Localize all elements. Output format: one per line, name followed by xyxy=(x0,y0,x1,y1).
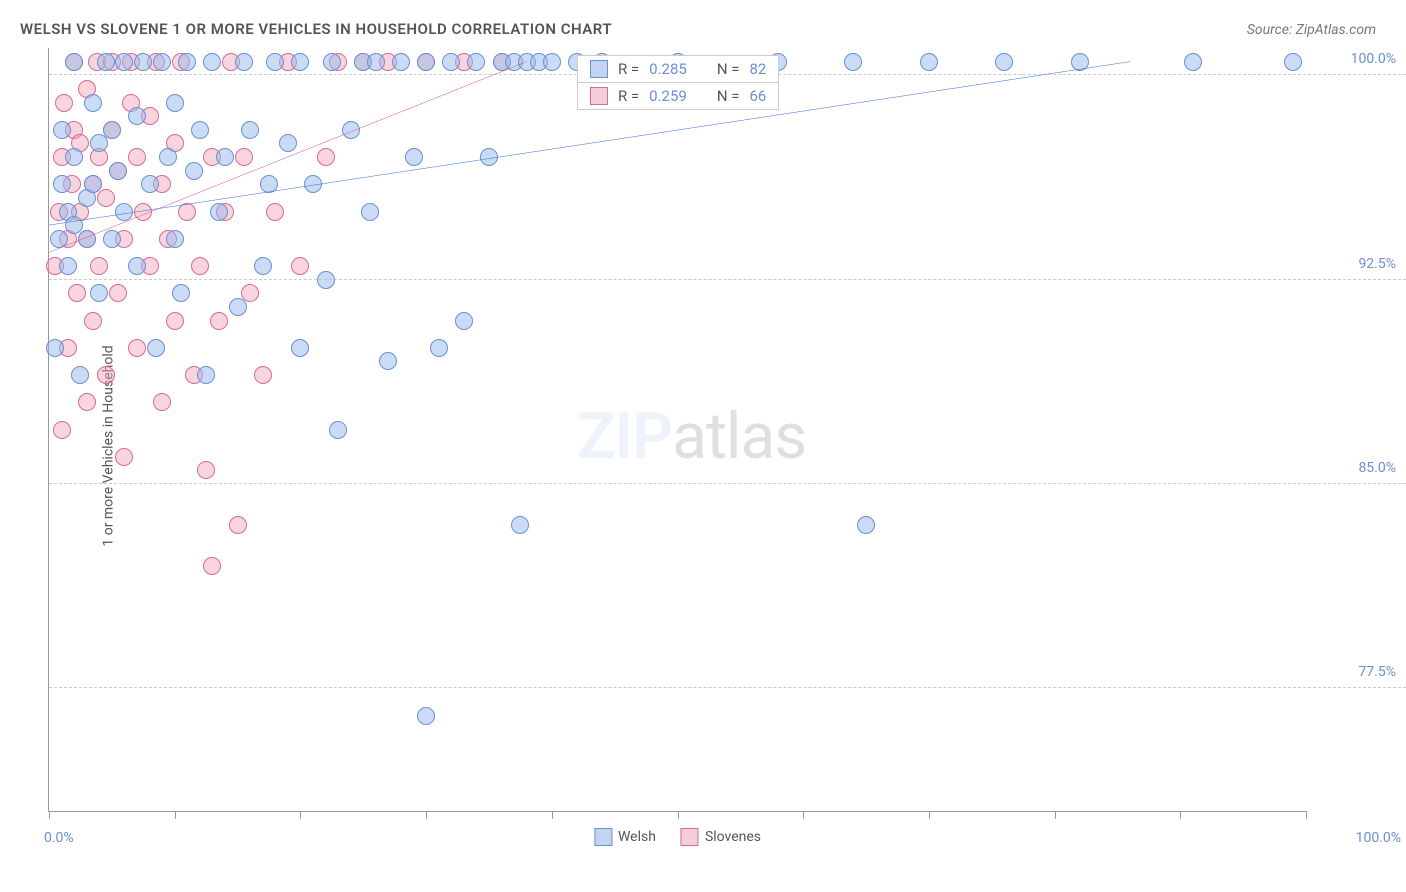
stats-swatch xyxy=(590,87,608,105)
n-label: N = xyxy=(717,87,740,105)
x-tick xyxy=(426,811,427,819)
x-tick xyxy=(300,811,301,819)
y-tick-label: 92.5% xyxy=(1358,256,1396,272)
stats-row: R = 0.259 N = 66 xyxy=(577,82,779,110)
stats-row: R = 0.285 N = 82 xyxy=(577,55,779,83)
x-tick xyxy=(1306,811,1307,819)
y-tick-label: 77.5% xyxy=(1358,664,1396,680)
n-value: 82 xyxy=(749,60,766,78)
plot-area: ZIPatlas R =0.285N =82R =0.259N =66 0.0%… xyxy=(48,48,1306,812)
x-tick xyxy=(678,811,679,819)
stats-swatch xyxy=(590,60,608,78)
x-axis-max-label: 100.0% xyxy=(1356,830,1401,846)
x-tick xyxy=(1055,811,1056,819)
r-label: R = xyxy=(618,60,639,78)
y-tick-label: 100.0% xyxy=(1351,51,1396,67)
legend-label: Welsh xyxy=(618,829,656,845)
r-value: 0.259 xyxy=(649,87,687,105)
n-value: 66 xyxy=(749,87,766,105)
legend: Welsh Slovenes xyxy=(594,828,761,846)
y-tick-label: 85.0% xyxy=(1358,460,1396,476)
legend-item: Slovenes xyxy=(681,828,761,846)
correlation-stats-box: R = 0.285 N = 82 R = 0.259 N = 66 xyxy=(577,56,779,110)
x-tick xyxy=(803,811,804,819)
x-tick xyxy=(49,811,50,819)
x-tick xyxy=(552,811,553,819)
trend-lines-svg xyxy=(49,48,1306,811)
chart-title: WELSH VS SLOVENE 1 OR MORE VEHICLES IN H… xyxy=(20,20,612,38)
x-tick xyxy=(929,811,930,819)
trend-line xyxy=(49,62,527,253)
r-value: 0.285 xyxy=(649,60,687,78)
legend-swatch xyxy=(681,828,699,846)
legend-item: Welsh xyxy=(594,828,656,846)
legend-label: Slovenes xyxy=(705,829,761,845)
r-label: R = xyxy=(618,87,639,105)
legend-swatch xyxy=(594,828,612,846)
x-tick xyxy=(175,811,176,819)
x-axis-min-label: 0.0% xyxy=(44,830,74,846)
n-label: N = xyxy=(717,60,740,78)
source-attribution: Source: ZipAtlas.com xyxy=(1247,22,1376,38)
x-tick xyxy=(1180,811,1181,819)
